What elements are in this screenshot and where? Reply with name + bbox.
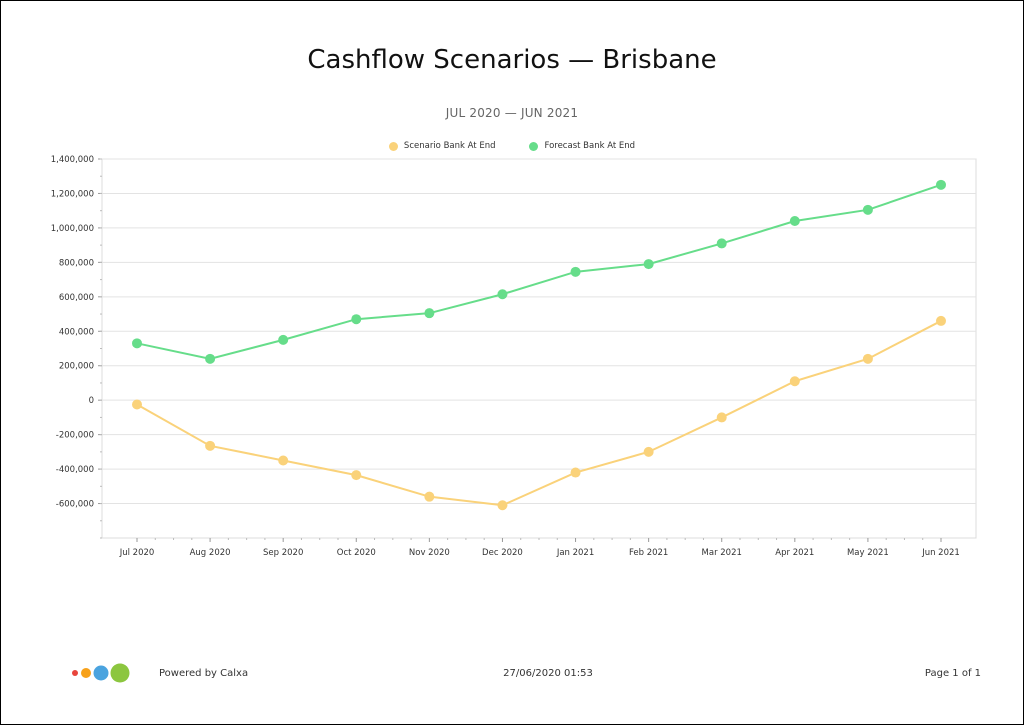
y-tick-label: 200,000	[59, 362, 94, 372]
series-point-1	[424, 308, 435, 319]
series-point-1	[936, 179, 946, 190]
x-tick-label: Dec 2020	[482, 548, 523, 558]
series-point-0	[716, 412, 727, 423]
series-point-0	[789, 376, 800, 387]
legend-swatch-scenario	[388, 141, 398, 151]
series-point-1	[570, 266, 581, 277]
series-point-0	[936, 315, 946, 326]
legend-label-scenario: Scenario Bank At End	[403, 141, 496, 151]
y-tick-label: -400,000	[56, 465, 94, 475]
y-tick-label: 0	[89, 396, 94, 406]
series-point-0	[643, 446, 654, 457]
legend-item-forecast[interactable]: Forecast Bank At End	[529, 141, 635, 151]
x-tick-label: Jun 2021	[921, 548, 960, 558]
plot-area	[101, 158, 977, 539]
x-tick-label: Mar 2021	[702, 548, 742, 558]
y-tick-label: 600,000	[59, 293, 94, 303]
series-point-1	[862, 204, 873, 215]
series-point-0	[497, 500, 508, 511]
series-point-0	[351, 470, 362, 481]
series-point-0	[862, 353, 873, 364]
y-tick-label: -200,000	[56, 431, 94, 441]
y-tick-label: 1,400,000	[51, 155, 94, 165]
x-tick-label: Nov 2020	[409, 548, 450, 558]
series-point-0	[570, 467, 581, 478]
series-point-1	[132, 338, 142, 349]
report-title: Cashflow Scenarios — Brisbane	[307, 45, 717, 75]
x-tick-label: May 2021	[847, 548, 889, 558]
series-line-1	[136, 183, 942, 360]
y-tick-label: 1,000,000	[51, 224, 94, 234]
legend-swatch-forecast	[529, 141, 539, 151]
series-point-1	[716, 238, 727, 249]
x-tick-label: Feb 2021	[629, 548, 668, 558]
x-tick-label: Oct 2020	[337, 548, 376, 558]
legend-label-forecast: Forecast Bank At End	[544, 141, 636, 151]
series-point-1	[351, 314, 362, 325]
series-point-0	[132, 399, 142, 410]
series-point-1	[643, 259, 654, 270]
series-point-1	[205, 353, 216, 364]
footer-powered-by: Powered by Calxa	[159, 668, 249, 679]
series-point-0	[424, 491, 435, 502]
report-subtitle: JUL 2020 — JUN 2021	[445, 106, 579, 120]
x-tick-label: Sep 2020	[263, 548, 303, 558]
x-tick-label: Jan 2021	[556, 548, 594, 558]
x-tick-label: Apr 2021	[775, 548, 814, 558]
chart-legend: Scenario Bank At End Forecast Bank At En…	[1, 141, 1023, 151]
footer-timestamp: 27/06/2020 01:53	[503, 668, 593, 679]
series-line-0	[136, 320, 942, 507]
calxa-logo-icon	[72, 663, 130, 683]
legend-item-scenario[interactable]: Scenario Bank At End	[388, 141, 496, 151]
series-point-1	[497, 289, 508, 300]
series-point-1	[278, 334, 289, 345]
x-tick-label: Jul 2020	[119, 548, 155, 558]
series-point-1	[789, 216, 800, 227]
series-point-0	[278, 455, 289, 466]
y-tick-label: 800,000	[59, 258, 94, 268]
series-point-0	[205, 440, 216, 451]
footer-page-info: Page 1 of 1	[924, 668, 981, 679]
y-tick-label: 1,200,000	[51, 189, 94, 199]
y-tick-label: -600,000	[56, 500, 94, 510]
x-tick-label: Aug 2020	[190, 548, 231, 558]
y-tick-label: 400,000	[59, 327, 94, 337]
